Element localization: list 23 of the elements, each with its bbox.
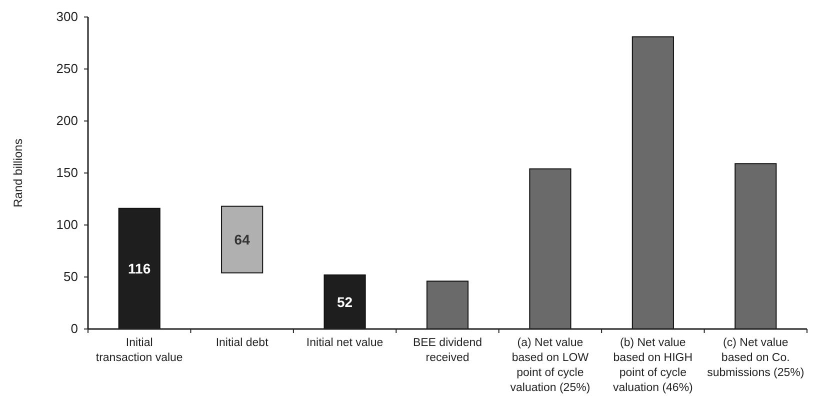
y-tick-label: 150	[56, 165, 78, 180]
data-label: 52	[336, 294, 353, 310]
bar	[734, 163, 777, 330]
y-tick-label: 0	[70, 321, 78, 336]
y-tick-label: 200	[56, 113, 78, 128]
y-tick-label: 50	[64, 269, 78, 284]
bar	[426, 280, 469, 330]
bar	[221, 206, 264, 274]
bar	[529, 168, 572, 330]
y-tick-label: 100	[56, 217, 78, 232]
x-tick-label: Initial debt	[216, 337, 270, 349]
x-tick-label: Initial net value	[306, 337, 384, 349]
x-tick-label: (c) Net value based on Co. submissions (25%)	[707, 337, 804, 379]
y-tick-label: 250	[56, 61, 78, 76]
x-tick-label: (a) Net value based on LOW point of cycle valuation (25%)	[510, 337, 590, 394]
bar	[632, 36, 674, 330]
data-label: 116	[128, 260, 151, 277]
x-tick-label: (b) Net value based on HIGH point of cycle valuation (46%)	[612, 337, 694, 394]
data-label: 64	[234, 232, 250, 248]
y-tick-label: 300	[56, 9, 78, 24]
x-tick-label: Initial transaction value	[96, 337, 183, 364]
y-axis-title: Rand billions	[11, 138, 25, 208]
x-tick-label: BEE dividend received	[412, 337, 482, 364]
